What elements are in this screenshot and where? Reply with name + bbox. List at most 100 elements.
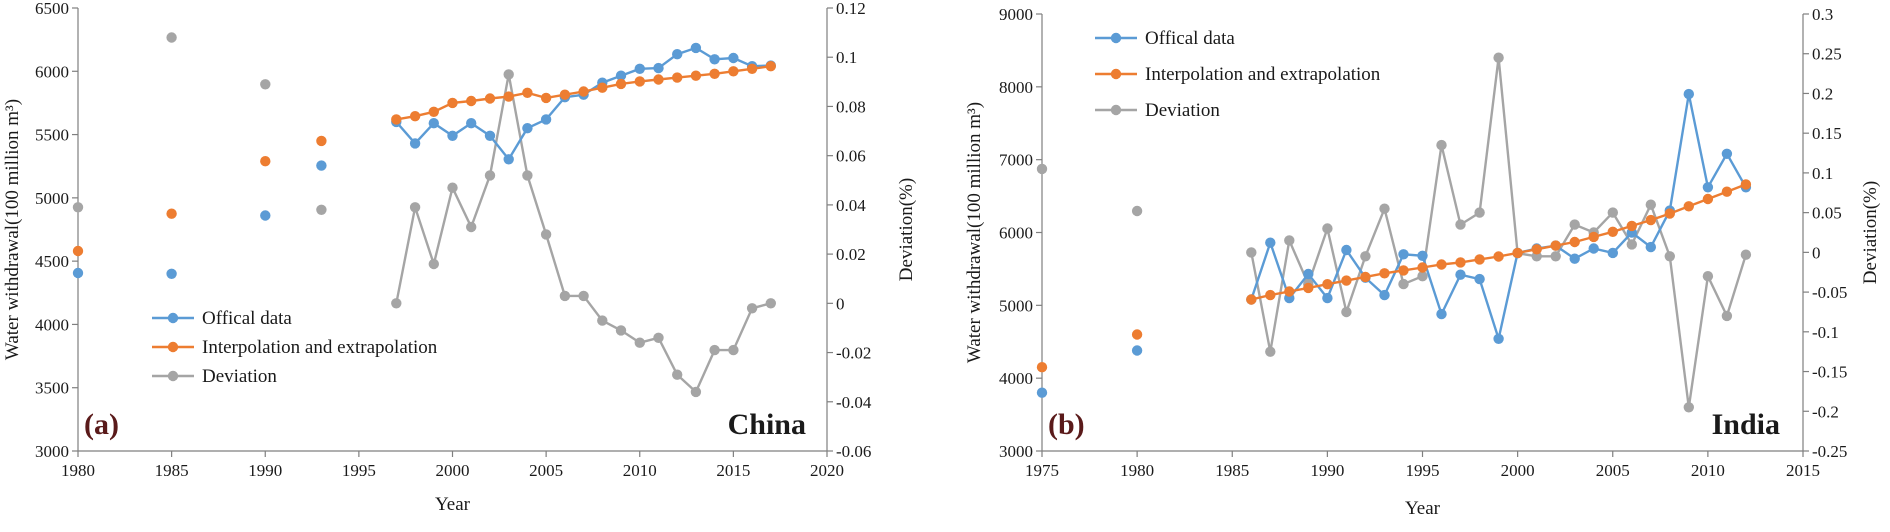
chart-1-series-official-point	[166, 268, 177, 279]
chart-1-series-deviation-point	[540, 229, 552, 240]
chart-2-y-tick-label: 5000	[999, 296, 1033, 315]
chart-2-series-deviation-point	[1417, 271, 1428, 282]
chart-2-series-official-point	[1398, 249, 1409, 260]
chart-2-series-official-point	[1131, 345, 1143, 356]
chart-2-series-official-point	[1455, 269, 1466, 280]
chart-1-x-axis-label: Year	[435, 494, 471, 515]
chart-2-series-interpolation-point	[1645, 214, 1657, 226]
chart-2-y2-tick-label: 0.3	[1812, 5, 1833, 24]
chart-2-series-deviation-point	[1265, 346, 1276, 357]
chart-2-series-official-point	[1588, 243, 1599, 254]
chart-1-series-official-point	[672, 49, 683, 60]
chart-1-series-deviation-point	[447, 182, 458, 193]
chart-2-series-interpolation-point	[1493, 251, 1504, 262]
chart-1-series-interpolation-point	[260, 156, 271, 167]
chart-2-y2-tick-label: 0.15	[1812, 124, 1842, 143]
chart-2-series-deviation-point	[1398, 278, 1409, 290]
chart-2-x-tick-label: 2005	[1596, 461, 1630, 480]
chart-2-country-label: India	[1712, 408, 1780, 441]
chart-2-series-deviation-point	[1474, 207, 1485, 218]
chart-1-series-official-point	[540, 114, 552, 125]
chart-2-series-deviation-point	[1721, 310, 1733, 322]
chart-2-series-deviation-point	[1360, 251, 1371, 262]
chart-1-series-interpolation-point	[559, 89, 571, 100]
chart-2-series-interpolation-point	[1588, 231, 1599, 243]
chart-1-series-official-point	[260, 210, 271, 221]
chart-1-series-deviation-point	[503, 69, 514, 80]
chart-1-series-interpolation-point	[447, 97, 458, 109]
chart-1-series-interpolation-point	[484, 93, 496, 104]
chart-2-x-axis-label: Year	[1405, 498, 1441, 519]
chart-1-series-official-point	[466, 118, 477, 129]
chart-1-series-interpolation-point	[391, 114, 402, 125]
chart-2-series-official-point	[1341, 244, 1352, 256]
chart-1-series-official-point	[72, 267, 84, 279]
chart-2-y2-axis-label: Deviation(%)	[1860, 181, 1881, 284]
chart-2-x-tick-label: 1995	[1406, 461, 1440, 480]
chart-1-y-tick-label: 6500	[35, 0, 69, 18]
chart-1-series-interpolation-point	[409, 111, 421, 122]
chart-2-series-official-point	[1474, 273, 1485, 285]
chart-2-x-tick-label: 2010	[1691, 461, 1725, 480]
chart-2-legend-marker-deviation	[1110, 104, 1122, 116]
chart-1-series-official-point	[634, 63, 645, 74]
chart-1-series-interpolation-point	[728, 66, 739, 77]
chart-2-series-interpolation-point	[1036, 362, 1048, 373]
chart-1-y-tick-label: 4500	[35, 252, 69, 271]
chart-2-series-deviation-point	[1550, 251, 1561, 262]
chart-1-legend-marker-deviation	[167, 370, 179, 382]
chart-2-y2-tick-label: 0	[1812, 243, 1821, 262]
chart-1-x-tick-label: 1980	[61, 461, 95, 480]
chart-1-y-tick-label: 4000	[35, 315, 69, 334]
chart-2-series-deviation-point	[1607, 207, 1619, 218]
chart-2-legend-marker-official	[1110, 32, 1122, 44]
chart-1-x-tick-label: 1990	[248, 461, 282, 480]
chart-2-y-tick-label: 3000	[999, 442, 1033, 461]
chart-2-series-interpolation-point	[1455, 257, 1466, 268]
chart-2-series-deviation-point	[1246, 247, 1257, 258]
chart-2-series-interpolation-point	[1265, 289, 1276, 301]
chart-1-y2-tick-label: -0.04	[836, 393, 872, 412]
chart-1-y2-tick-label: 0.1	[836, 48, 857, 67]
chart-1-series-official-point	[428, 118, 439, 129]
chart-1-series-official-point	[709, 54, 720, 65]
chart-1-series-interpolation-point	[765, 60, 776, 72]
chart-2-series-interpolation-point	[1436, 259, 1447, 270]
chart-2-series-deviation-point	[1702, 271, 1714, 282]
chart-1-series-interpolation-point	[709, 68, 720, 80]
chart-1-x-tick-label: 2010	[623, 461, 657, 480]
chart-1-x-tick-label: 2000	[436, 461, 470, 480]
chart-1-series-official-point	[447, 130, 458, 141]
chart-2-legend-label-deviation: Deviation	[1145, 100, 1220, 121]
chart-1-series-interpolation-point	[522, 87, 533, 99]
chart-1-series-deviation-point	[522, 170, 533, 181]
chart-1-legend-marker-interpolation	[167, 341, 179, 353]
chart-2-y-tick-label: 4000	[999, 369, 1033, 388]
chart-2-series-official-point	[1721, 148, 1733, 159]
chart-1-y2-tick-label: 0.08	[836, 97, 866, 116]
chart-2-series-interpolation-point	[1246, 294, 1257, 305]
chart-2-series-official-point	[1303, 268, 1314, 280]
chart-2-x-tick-label: 2015	[1786, 461, 1820, 480]
chart-1-series-interpolation-point	[316, 135, 327, 147]
chart-2-series-deviation-point	[1740, 249, 1752, 260]
chart-2-series-interpolation-point	[1569, 236, 1580, 248]
chart-2-series-official-point	[1417, 250, 1428, 261]
chart-2-y-tick-label: 6000	[999, 224, 1033, 243]
chart-2-series-official-point	[1265, 237, 1276, 248]
chart-1-y2-tick-label: 0.06	[836, 147, 866, 166]
chart-1-series-interpolation-point	[466, 95, 477, 107]
chart-1-series-deviation-point	[559, 290, 571, 302]
chart-1-series-deviation-point	[578, 290, 589, 302]
chart-1-series-deviation-point	[709, 344, 720, 356]
chart-1-series-deviation-point	[72, 202, 84, 213]
chart-1-series-official-point	[316, 160, 327, 171]
chart-1-x-tick-label: 2015	[716, 461, 750, 480]
chart-2-series-interpolation-point	[1740, 179, 1752, 190]
chart-1-series-interpolation-point	[746, 63, 758, 74]
chart-2-x-tick-label: 1980	[1120, 461, 1154, 480]
chart-1-legend-label-interpolation: Interpolation and extrapolation	[202, 337, 438, 358]
chart-2-x-tick-label: 1985	[1215, 461, 1249, 480]
chart-1-y-tick-label: 3500	[35, 379, 69, 398]
chart-2-x-tick-label: 1975	[1025, 461, 1059, 480]
